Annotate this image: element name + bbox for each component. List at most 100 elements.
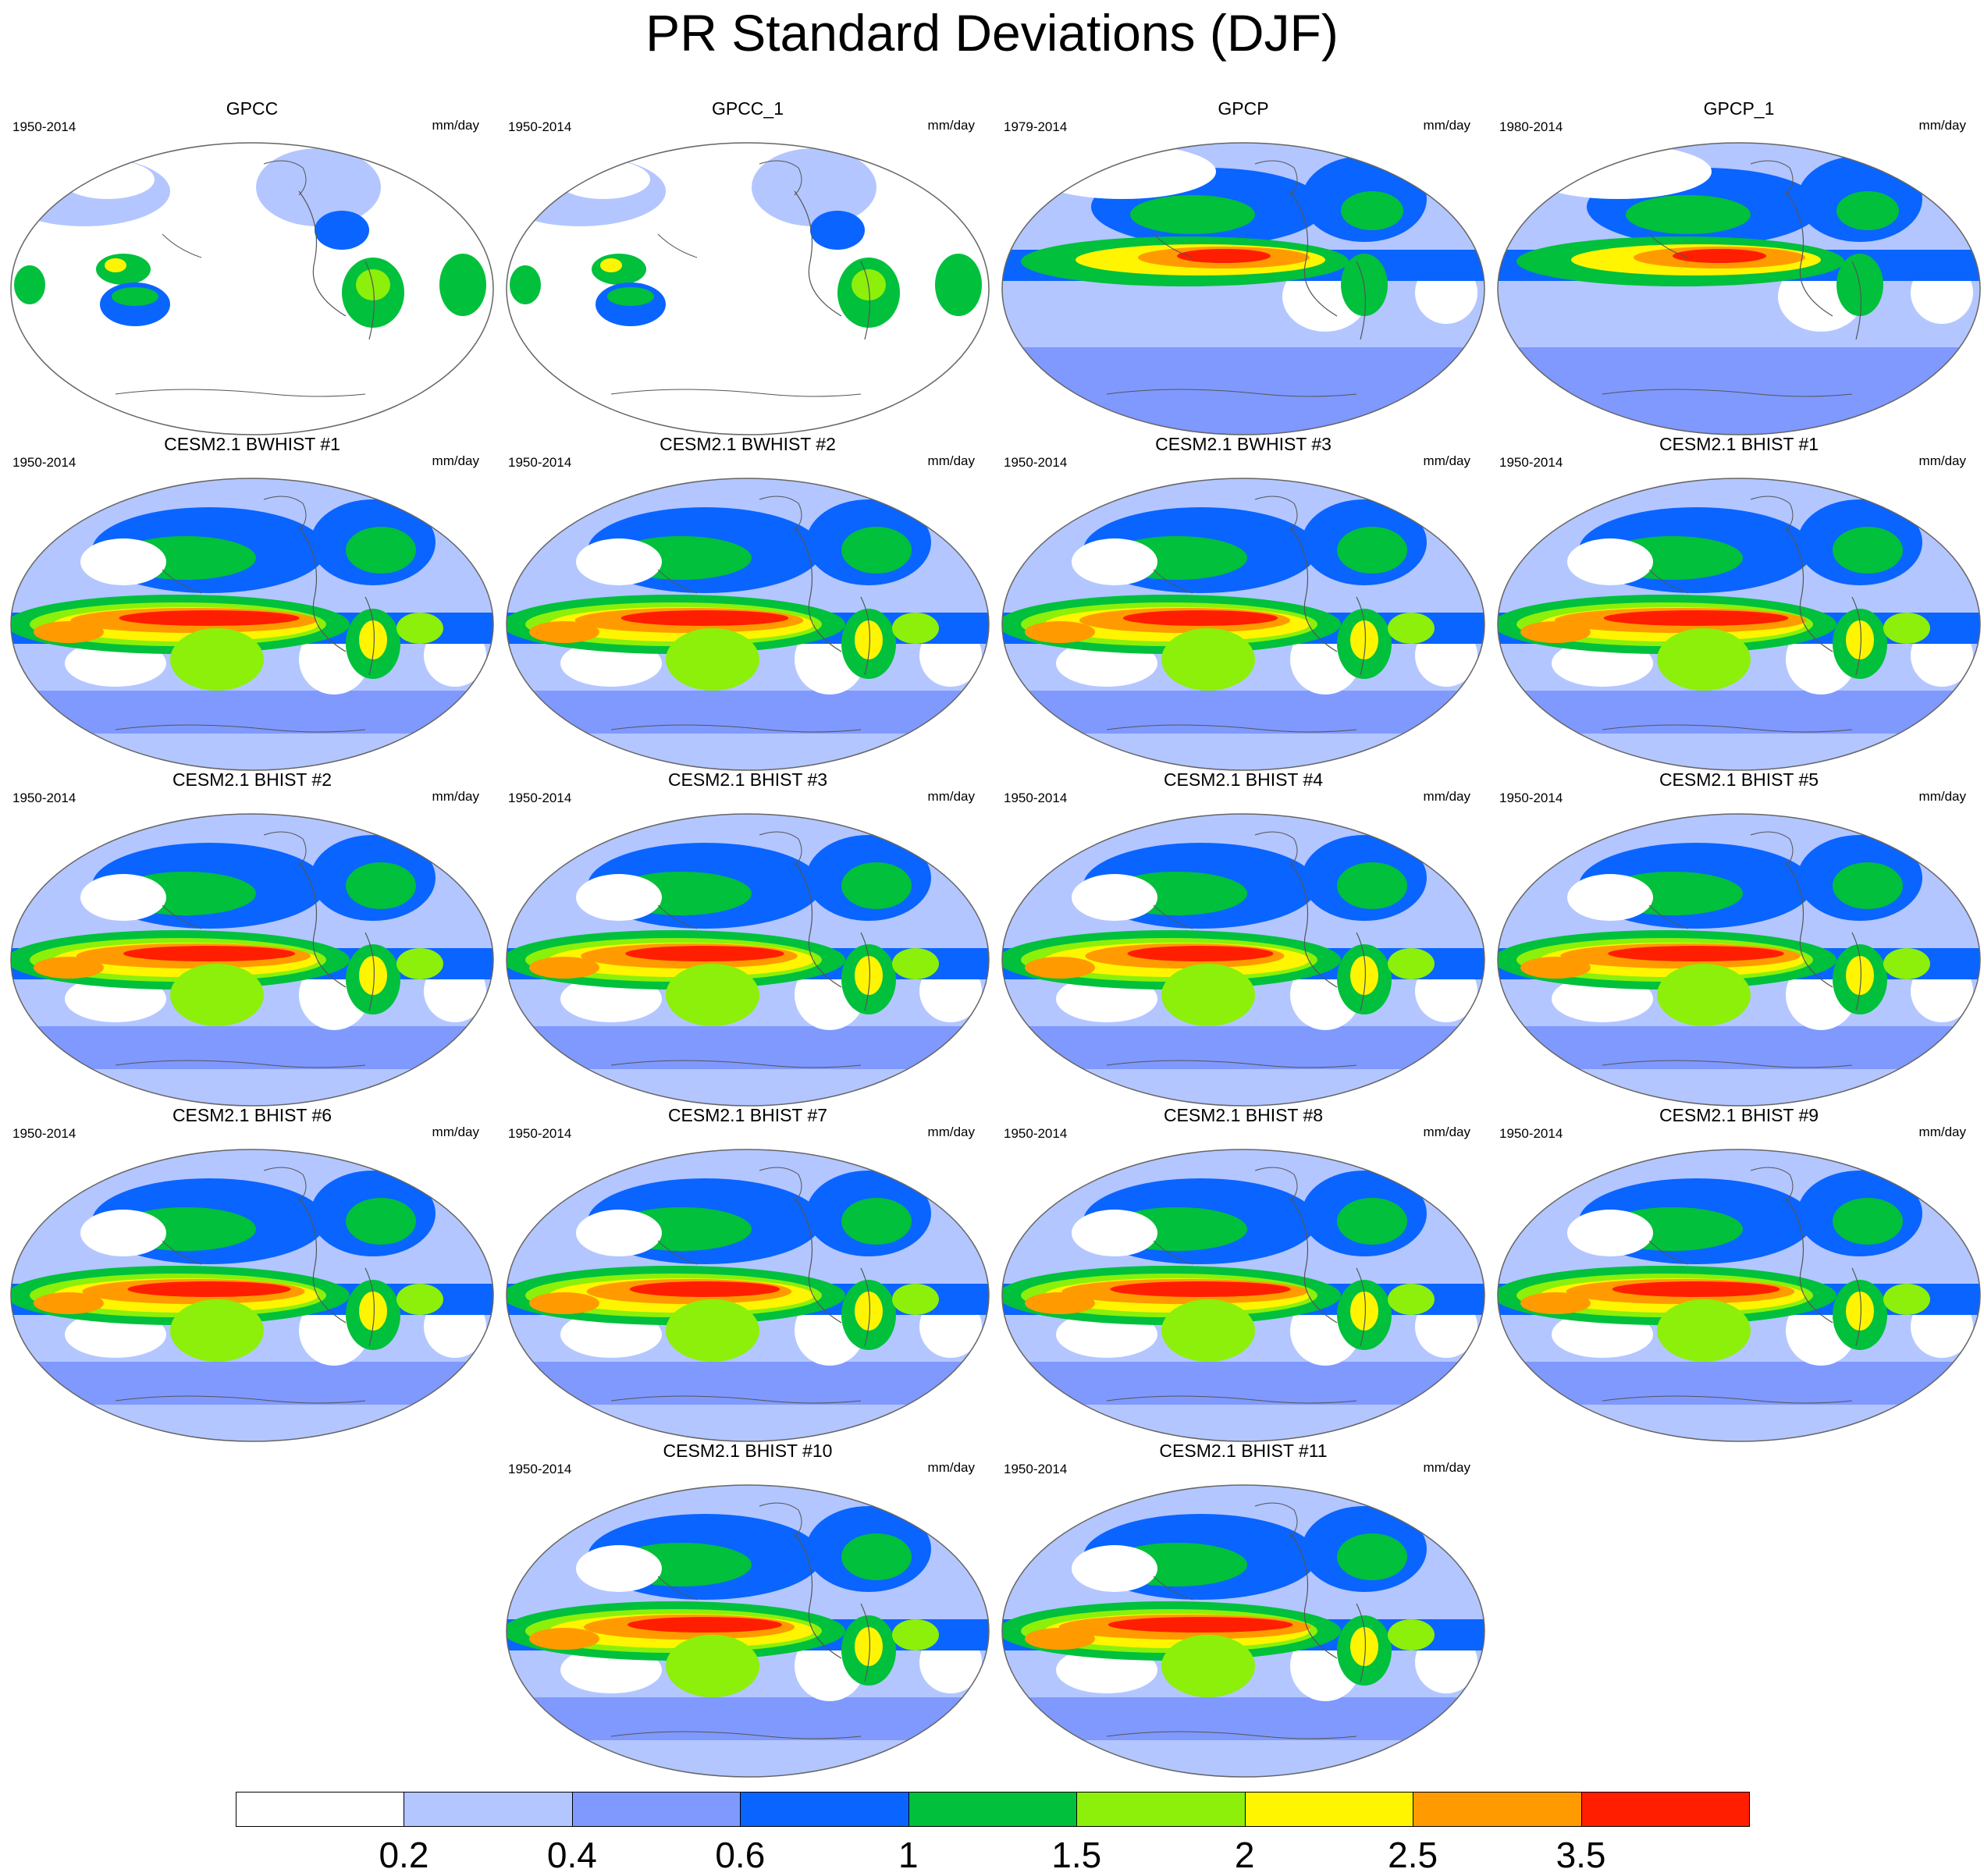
panel-years: 1950-2014 <box>508 1462 572 1476</box>
map-panel: CESM2.1 BHIST #10 1950-2014 mm/day <box>502 1440 994 1778</box>
panel-years: 1950-2014 <box>12 119 76 134</box>
panel-units: mm/day <box>1918 453 1966 468</box>
map-plot <box>1001 813 1485 1107</box>
panel-title: GPCC <box>226 98 279 119</box>
panel-title: GPCP_1 <box>1703 98 1775 119</box>
panel-title: CESM2.1 BHIST #7 <box>667 1105 828 1125</box>
colorbar-tick-label: 3.5 <box>1556 1835 1606 1875</box>
colorbar-swatch <box>236 1792 405 1827</box>
panel-years: 1950-2014 <box>508 119 572 134</box>
panel-years: 1950-2014 <box>1499 1126 1563 1141</box>
map-panel: CESM2.1 BHIST #7 1950-2014 mm/day <box>502 1104 994 1442</box>
colorbar-swatch <box>908 1792 1078 1827</box>
map-plot <box>10 142 494 435</box>
colorbar-swatch <box>740 1792 909 1827</box>
map-plot <box>10 478 494 771</box>
map-panel: CESM2.1 BHIST #11 1950-2014 mm/day <box>997 1440 1489 1778</box>
panel-units: mm/day <box>927 789 975 804</box>
panel-title: CESM2.1 BWHIST #1 <box>164 434 340 454</box>
panel-title: CESM2.1 BHIST #6 <box>172 1105 332 1125</box>
panel-years: 1950-2014 <box>1004 1462 1068 1476</box>
panel-units: mm/day <box>1423 789 1470 804</box>
map-plot <box>506 813 990 1107</box>
panel-title: CESM2.1 BWHIST #2 <box>660 434 836 454</box>
map-panel: CESM2.1 BWHIST #1 1950-2014 mm/day <box>6 433 498 771</box>
panel-title: CESM2.1 BHIST #10 <box>663 1441 833 1461</box>
panel-years: 1950-2014 <box>508 1126 572 1141</box>
panel-years: 1950-2014 <box>12 791 76 805</box>
panel-title: CESM2.1 BHIST #3 <box>667 769 828 790</box>
map-panel: CESM2.1 BHIST #9 1950-2014 mm/day <box>1493 1104 1984 1442</box>
panel-title: GPCC_1 <box>711 98 784 119</box>
panel-title: CESM2.1 BHIST #4 <box>1163 769 1324 790</box>
colorbar-tick-label: 1 <box>898 1835 919 1875</box>
map-plot <box>1001 1484 1485 1778</box>
colorbar-swatch <box>1244 1792 1414 1827</box>
map-plot <box>1497 1149 1981 1442</box>
map-panel: GPCC 1950-2014 mm/day <box>6 98 498 435</box>
colorbar-tick-label: 1.5 <box>1051 1835 1102 1875</box>
map-panel: CESM2.1 BHIST #5 1950-2014 mm/day <box>1493 769 1984 1107</box>
map-panel: CESM2.1 BHIST #3 1950-2014 mm/day <box>502 769 994 1107</box>
map-plot <box>1001 1149 1485 1442</box>
panel-units: mm/day <box>927 118 975 133</box>
colorbar-tick-label: 2.5 <box>1388 1835 1438 1875</box>
colorbar-tick-label: 2 <box>1234 1835 1255 1875</box>
map-plot <box>506 1484 990 1778</box>
colorbar-tick-label: 0.6 <box>715 1835 766 1875</box>
panel-units: mm/day <box>1423 1125 1470 1139</box>
panel-years: 1979-2014 <box>1004 119 1068 134</box>
panel-units: mm/day <box>432 453 479 468</box>
map-plot <box>10 813 494 1107</box>
panel-units: mm/day <box>1423 118 1470 133</box>
colorbar-tick-label: 0.4 <box>546 1835 597 1875</box>
panel-title: CESM2.1 BHIST #2 <box>172 769 332 790</box>
panel-units: mm/day <box>1918 789 1966 804</box>
map-plot <box>506 142 990 435</box>
panel-title: CESM2.1 BHIST #8 <box>1163 1105 1324 1125</box>
figure-title: PR Standard Deviations (DJF) <box>645 4 1339 62</box>
panel-units: mm/day <box>1423 453 1470 468</box>
map-panel: CESM2.1 BHIST #4 1950-2014 mm/day <box>997 769 1489 1107</box>
map-panel: CESM2.1 BHIST #1 1950-2014 mm/day <box>1493 433 1984 771</box>
panel-years: 1950-2014 <box>508 455 572 470</box>
panel-units: mm/day <box>1918 1125 1966 1139</box>
colorbar-tick-label: 0.2 <box>379 1835 429 1875</box>
panel-title: CESM2.1 BHIST #5 <box>1659 769 1819 790</box>
panel-units: mm/day <box>1423 1460 1470 1475</box>
panel-units: mm/day <box>927 453 975 468</box>
panel-years: 1950-2014 <box>508 791 572 805</box>
panel-years: 1950-2014 <box>12 1126 76 1141</box>
panel-years: 1950-2014 <box>1499 791 1563 805</box>
map-panel: CESM2.1 BWHIST #2 1950-2014 mm/day <box>502 433 994 771</box>
panel-years: 1980-2014 <box>1499 119 1563 134</box>
map-panel: CESM2.1 BWHIST #3 1950-2014 mm/day <box>997 433 1489 771</box>
map-plot <box>1497 142 1981 435</box>
map-panel: CESM2.1 BHIST #2 1950-2014 mm/day <box>6 769 498 1107</box>
map-plot <box>506 1149 990 1442</box>
panel-years: 1950-2014 <box>1004 791 1068 805</box>
map-plot <box>1001 478 1485 771</box>
map-plot <box>1497 478 1981 771</box>
panel-units: mm/day <box>1918 118 1966 133</box>
colorbar-swatch <box>404 1792 573 1827</box>
map-plot <box>506 478 990 771</box>
map-panel: GPCC_1 1950-2014 mm/day <box>502 98 994 435</box>
map-plot <box>1001 142 1485 435</box>
panel-title: CESM2.1 BHIST #9 <box>1659 1105 1819 1125</box>
panel-title: GPCP <box>1218 98 1269 119</box>
panel-units: mm/day <box>432 789 479 804</box>
map-panel: GPCP_1 1980-2014 mm/day <box>1493 98 1984 435</box>
panel-title: CESM2.1 BWHIST #3 <box>1155 434 1332 454</box>
panel-years: 1950-2014 <box>12 455 76 470</box>
colorbar-swatch <box>1580 1792 1750 1827</box>
map-plot <box>1497 813 1981 1107</box>
panel-years: 1950-2014 <box>1499 455 1563 470</box>
colorbar-swatch <box>571 1792 741 1827</box>
panel-years: 1950-2014 <box>1004 1126 1068 1141</box>
panel-years: 1950-2014 <box>1004 455 1068 470</box>
panel-units: mm/day <box>432 118 479 133</box>
panel-title: CESM2.1 BHIST #1 <box>1659 434 1819 454</box>
colorbar-swatch <box>1076 1792 1246 1827</box>
colorbar <box>236 1792 1750 1828</box>
